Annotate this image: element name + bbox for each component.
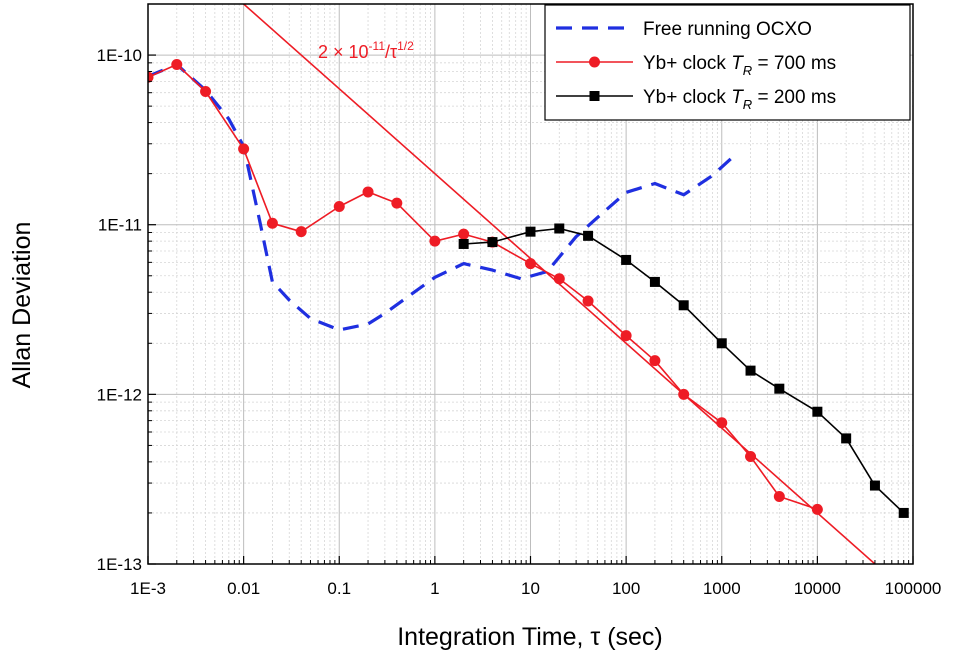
data-point-series-2 (582, 295, 594, 307)
data-point-series-3 (678, 300, 689, 311)
legend-marker-3 (589, 91, 600, 101)
data-point-series-2 (148, 71, 154, 83)
data-point-series-2 (678, 388, 690, 400)
data-point-series-3 (649, 276, 660, 287)
data-point-series-2 (391, 197, 403, 209)
annotation-exponent-2: 1/2 (397, 39, 414, 53)
data-point-series-2 (811, 503, 823, 515)
data-point-series-2 (295, 226, 307, 238)
data-point-series-2 (649, 355, 661, 367)
reference-line-layer (242, 4, 877, 564)
data-point-series-3 (487, 237, 498, 248)
x-tick-label: 10000 (794, 579, 841, 598)
data-point-series-2 (773, 490, 785, 502)
data-point-series-3 (774, 383, 785, 394)
legend-label-2: Yb+ clock TR = 700 ms (643, 53, 836, 78)
reference-line (242, 4, 877, 564)
annotation-middle: /τ (385, 42, 397, 62)
x-tick-label: 1 (430, 579, 439, 598)
data-point-series-3 (525, 226, 536, 237)
data-point-series-3 (898, 507, 909, 518)
legend-marker-2 (589, 56, 600, 68)
legend-label-1: Free running OCXO (643, 19, 812, 40)
data-point-series-2 (238, 143, 250, 155)
x-tick-label: 100 (612, 579, 640, 598)
annotation-base: 2 × 10 (318, 42, 369, 62)
data-point-series-2 (525, 258, 536, 270)
y-tick-label: 1E-13 (97, 555, 142, 574)
data-point-series-2 (620, 330, 632, 342)
data-point-series-2 (458, 228, 470, 240)
x-tick-label: 1000 (703, 579, 741, 598)
y-axis-title: Allan Deviation (8, 222, 36, 389)
legend: Free running OCXO Yb+ clock TR = 700 ms Yb… (544, 4, 911, 121)
data-point-series-2 (745, 451, 757, 463)
y-tick-label: 1E-10 (97, 46, 142, 65)
data-point-series-2 (200, 85, 212, 97)
y-tick-label: 1E-12 (97, 385, 142, 404)
data-point-series-3 (812, 406, 823, 417)
y-tick-label: 1E-11 (98, 216, 142, 235)
data-point-series-2 (362, 186, 374, 198)
x-tick-label: 100000 (885, 579, 942, 598)
x-tick-label: 10 (521, 579, 540, 598)
data-point-series-2 (266, 217, 278, 229)
data-point-series-3 (554, 223, 565, 234)
data-point-series-2 (333, 201, 345, 213)
series-line-2 (148, 63, 818, 511)
data-point-series-3 (869, 480, 880, 491)
series-layer (148, 58, 909, 518)
data-point-series-3 (716, 338, 727, 349)
legend-label-3: Yb+ clock TR = 200 ms (643, 87, 836, 112)
data-point-series-3 (841, 433, 852, 444)
x-tick-label: 0.01 (227, 579, 260, 598)
x-tick-label: 0.1 (327, 579, 351, 598)
slope-annotation: 2 × 10-11/τ1/2 (318, 39, 414, 62)
data-point-series-3 (458, 238, 469, 249)
x-tick-label: 1E-3 (130, 579, 166, 598)
tick-labels: 1E-3 0.01 0.1 1 10 100 1000 10000 100000 1E-13 1E-… (97, 46, 942, 598)
data-point-series-2 (171, 58, 183, 70)
x-axis-title: Integration Time, τ (sec) (397, 623, 663, 651)
data-point-series-3 (621, 254, 632, 265)
data-point-series-3 (745, 365, 756, 376)
annotation-exponent-1: -11 (369, 39, 386, 53)
data-point-series-2 (429, 235, 441, 247)
data-point-series-3 (583, 230, 594, 241)
data-point-series-2 (553, 273, 565, 285)
data-point-series-2 (716, 417, 728, 429)
ticks (147, 3, 914, 565)
